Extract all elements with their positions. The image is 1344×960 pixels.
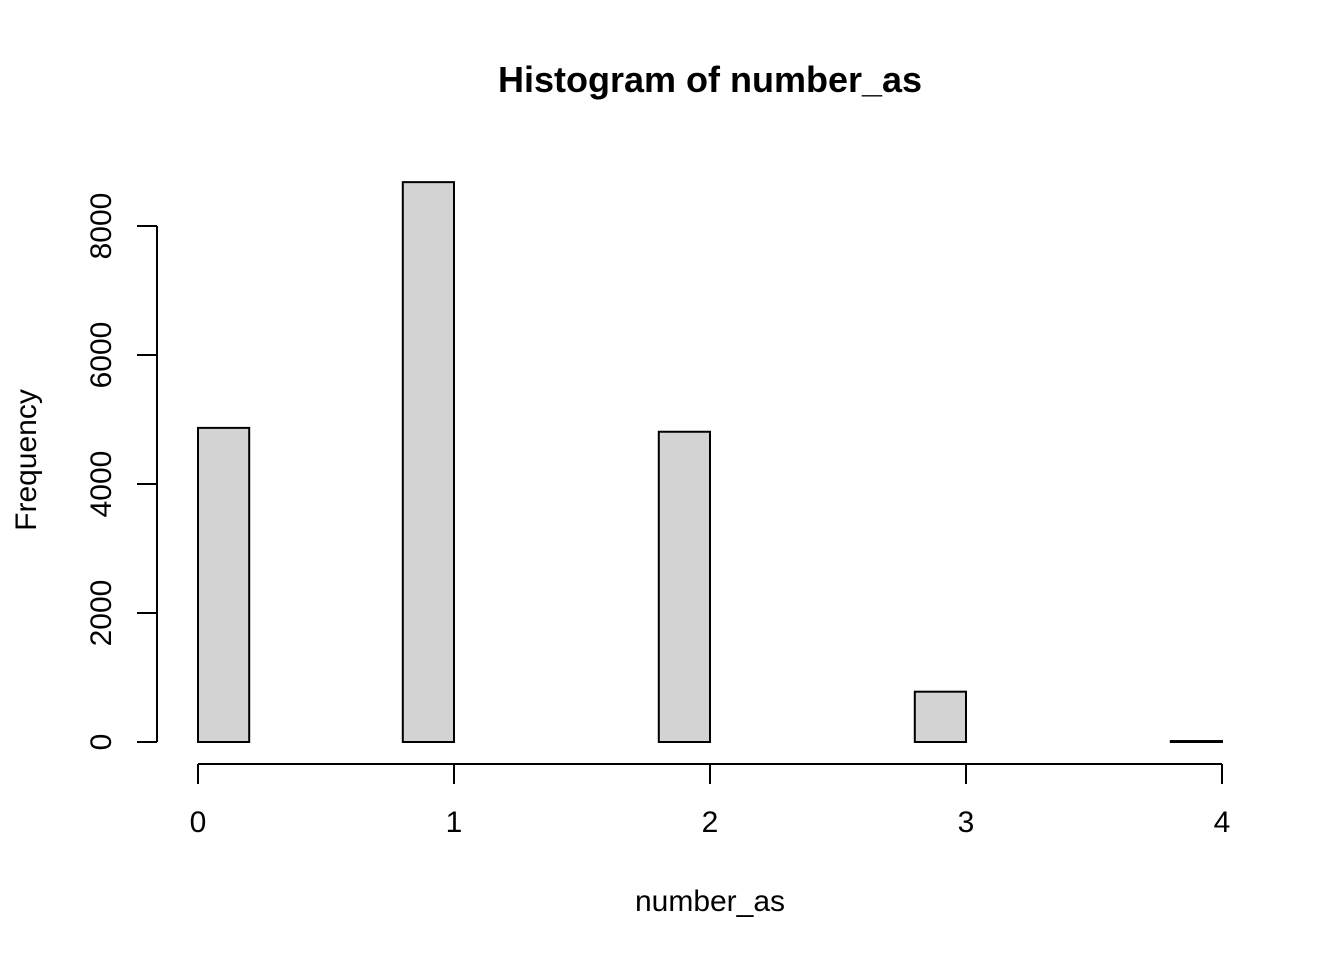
x-tick-label: 4: [1214, 806, 1231, 839]
histogram-bar: [657, 430, 711, 743]
x-tick-label: 0: [190, 806, 207, 839]
x-tick-label: 1: [446, 806, 463, 839]
x-axis: 0 1 2 3 4: [190, 763, 1231, 839]
histogram-bar: [401, 181, 455, 743]
y-tick-label: 6000: [85, 322, 118, 389]
y-axis: 0 2000 4000 6000 8000: [85, 193, 158, 751]
y-tick-label: 4000: [85, 451, 118, 518]
histogram-bar: [197, 426, 251, 743]
histogram-bar: [1169, 740, 1224, 743]
bars-group: [197, 181, 1224, 744]
chart-title: Histogram of number_as: [498, 59, 922, 100]
y-tick-label: 0: [85, 734, 118, 751]
histogram-bar: [913, 690, 967, 744]
x-tick-label: 3: [958, 806, 975, 839]
y-axis-label: Frequency: [10, 389, 43, 531]
x-tick-label: 2: [702, 806, 719, 839]
x-axis-label: number_as: [635, 885, 785, 918]
y-tick-label: 8000: [85, 193, 118, 260]
y-tick-label: 2000: [85, 580, 118, 647]
